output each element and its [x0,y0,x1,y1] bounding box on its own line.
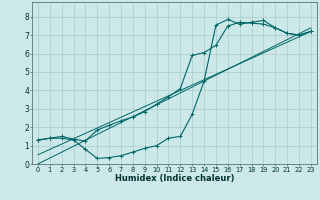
X-axis label: Humidex (Indice chaleur): Humidex (Indice chaleur) [115,174,234,183]
